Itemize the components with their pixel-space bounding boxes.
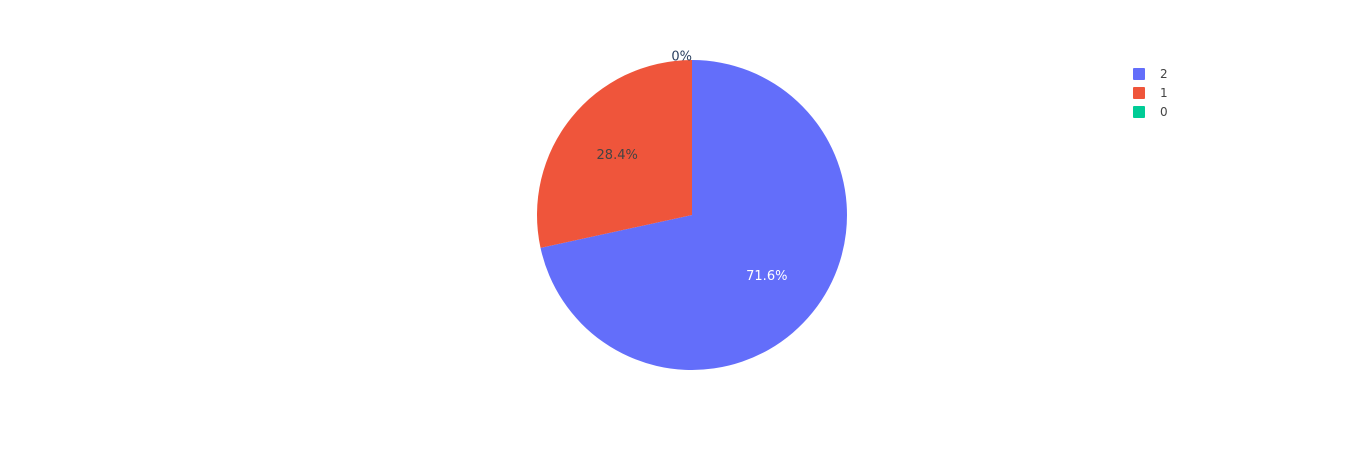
legend[interactable]: 2 1 0 [1133, 67, 1168, 119]
slice-label-0: 0% [671, 50, 692, 65]
legend-swatch-0 [1133, 106, 1145, 118]
slice-label-2: 71.6% [746, 269, 787, 284]
legend-swatch-2 [1133, 68, 1145, 80]
pie-slices [537, 60, 847, 370]
legend-item-2[interactable]: 2 [1133, 67, 1168, 81]
legend-label-1: 1 [1160, 86, 1168, 100]
pie-slice-1[interactable] [537, 60, 692, 248]
pie-slice-2[interactable] [540, 60, 847, 370]
legend-label-2: 2 [1160, 67, 1168, 81]
legend-swatch-1 [1133, 87, 1145, 99]
legend-item-1[interactable]: 1 [1133, 86, 1168, 100]
pie-labels: 71.6% 28.4% 0% [597, 50, 788, 284]
legend-label-0: 0 [1160, 105, 1168, 119]
legend-item-0[interactable]: 0 [1133, 105, 1168, 119]
slice-label-1: 28.4% [597, 148, 638, 163]
